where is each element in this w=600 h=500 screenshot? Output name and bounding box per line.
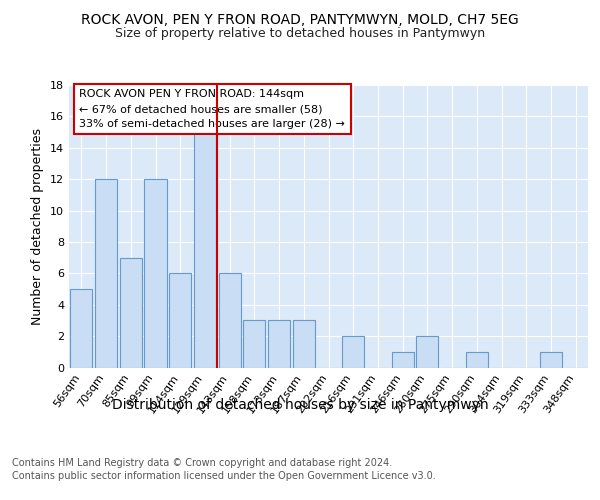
Bar [145, 179, 167, 368]
Bar [243, 320, 265, 368]
Text: Contains public sector information licensed under the Open Government Licence v3: Contains public sector information licen… [12, 471, 436, 481]
Text: Contains HM Land Registry data © Crown copyright and database right 2024.: Contains HM Land Registry data © Crown c… [12, 458, 392, 468]
Bar [95, 179, 117, 368]
Text: Distribution of detached houses by size in Pantymwyn: Distribution of detached houses by size … [112, 398, 488, 411]
Bar [540, 352, 562, 368]
Text: ROCK AVON PEN Y FRON ROAD: 144sqm
← 67% of detached houses are smaller (58)
33% : ROCK AVON PEN Y FRON ROAD: 144sqm ← 67% … [79, 89, 345, 129]
Bar [70, 289, 92, 368]
Bar [268, 320, 290, 368]
Bar [218, 274, 241, 368]
Bar [119, 258, 142, 368]
Bar [416, 336, 439, 368]
Y-axis label: Number of detached properties: Number of detached properties [31, 128, 44, 325]
Bar [293, 320, 315, 368]
Bar [392, 352, 414, 368]
Bar [194, 132, 216, 368]
Bar [466, 352, 488, 368]
Bar [169, 274, 191, 368]
Text: ROCK AVON, PEN Y FRON ROAD, PANTYMWYN, MOLD, CH7 5EG: ROCK AVON, PEN Y FRON ROAD, PANTYMWYN, M… [81, 12, 519, 26]
Bar [342, 336, 364, 368]
Text: Size of property relative to detached houses in Pantymwyn: Size of property relative to detached ho… [115, 28, 485, 40]
